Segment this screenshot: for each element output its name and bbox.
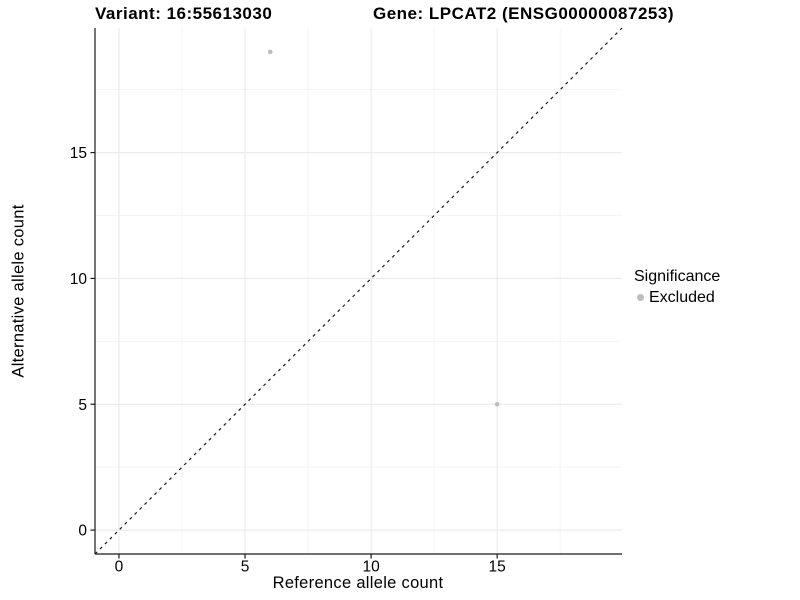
x-tick-label: 15 (489, 559, 506, 576)
legend: Significance Excluded (634, 266, 720, 308)
x-tick-label: 10 (362, 559, 380, 576)
y-tick-label: 15 (70, 145, 87, 162)
plot-title-gene: Gene: LPCAT2 (ENSG00000087253) (373, 4, 674, 23)
legend-entry-label: Excluded (649, 289, 715, 306)
y-tick-label: 5 (78, 397, 87, 414)
legend-entry-excluded: Excluded (634, 287, 720, 308)
y-axis-title: Alternative allele count (9, 204, 28, 378)
data-point (494, 401, 500, 407)
identity-dashed-line (94, 27, 623, 555)
y-tick-label: 0 (78, 523, 87, 540)
x-axis-title: Reference allele count (272, 574, 444, 592)
data-point (267, 49, 273, 55)
x-tick-label: 5 (241, 559, 250, 576)
plot-title-variant: Variant: 16:55613030 (95, 4, 273, 23)
excluded-point-icon (637, 294, 644, 301)
x-tick-label: 0 (115, 559, 124, 576)
y-tick-label: 10 (70, 271, 88, 288)
legend-title: Significance (634, 268, 721, 285)
